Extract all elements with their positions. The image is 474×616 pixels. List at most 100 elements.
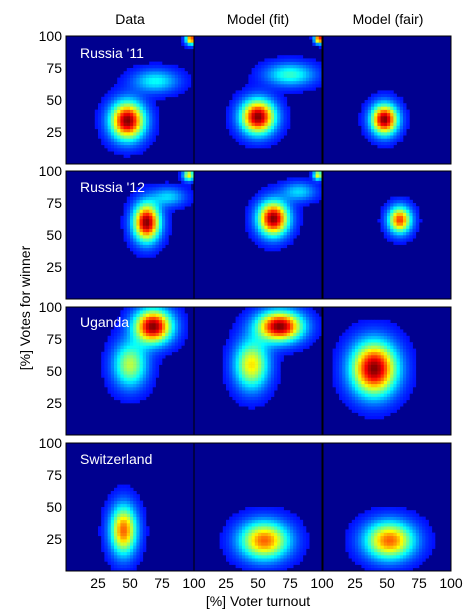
- heatmap-cell: [123, 80, 128, 85]
- heatmap-cell: [139, 342, 144, 346]
- heatmap-cell: [306, 68, 310, 72]
- heatmap-cell: [403, 342, 407, 346]
- heatmap-cell: [126, 393, 131, 397]
- heatmap-cell: [155, 358, 160, 362]
- heatmap-cell: [107, 497, 112, 501]
- heatmap-cell: [393, 228, 397, 233]
- heatmap-cell: [342, 339, 346, 343]
- heatmap-cell: [393, 393, 397, 397]
- heatmap-cell: [235, 323, 240, 327]
- heatmap-cell: [130, 523, 134, 527]
- heatmap-cell: [280, 235, 284, 239]
- heatmap-cell: [142, 203, 147, 207]
- heatmap-cell: [277, 183, 281, 188]
- heatmap-cell: [274, 125, 278, 130]
- heatmap-cell: [232, 526, 236, 530]
- heatmap-cell: [139, 532, 144, 537]
- heatmap-cell: [114, 351, 118, 356]
- heatmap-cell: [293, 313, 297, 317]
- heatmap-cell: [126, 561, 131, 565]
- heatmap-cell: [387, 100, 391, 104]
- heatmap-cell: [267, 532, 272, 537]
- heatmap-cell: [270, 238, 275, 242]
- heatmap-cell: [393, 403, 397, 407]
- heatmap-cell: [274, 532, 278, 537]
- heatmap-cell: [133, 494, 137, 498]
- heatmap-cell: [133, 64, 137, 69]
- heatmap-cell: [142, 323, 147, 327]
- heatmap-cell: [117, 364, 121, 369]
- heatmap-cell: [130, 74, 134, 78]
- heatmap-cell: [158, 316, 163, 321]
- heatmap-cell: [261, 71, 265, 75]
- heatmap-cell: [293, 183, 297, 188]
- heatmap-cell: [168, 196, 172, 201]
- heatmap-cell: [261, 87, 265, 91]
- heatmap-cell: [101, 510, 105, 514]
- heatmap-cell: [351, 380, 356, 385]
- heatmap-cell: [274, 74, 278, 78]
- heatmap-cell: [245, 109, 249, 114]
- heatmap-cell: [126, 244, 131, 249]
- heatmap-cell: [403, 228, 407, 233]
- heatmap-cell: [412, 209, 417, 213]
- heatmap-cell: [226, 358, 230, 362]
- heatmap-cell: [306, 539, 310, 543]
- heatmap-cell: [238, 339, 243, 343]
- heatmap-cell: [242, 355, 246, 359]
- heatmap-cell: [377, 219, 381, 223]
- heatmap-cell: [130, 497, 134, 501]
- heatmap-cell: [406, 390, 410, 394]
- heatmap-cell: [162, 183, 166, 188]
- heatmap-cell: [387, 406, 391, 410]
- heatmap-cell: [355, 387, 359, 391]
- heatmap-cell: [120, 316, 124, 321]
- heatmap-cell: [380, 374, 385, 378]
- heatmap-cell: [101, 106, 105, 110]
- heatmap-cell: [261, 206, 265, 210]
- heatmap-cell: [136, 103, 140, 107]
- heatmap-cell: [299, 535, 304, 540]
- heatmap-cell: [130, 374, 134, 378]
- heatmap-cell: [339, 396, 343, 401]
- heatmap-cell: [171, 310, 176, 314]
- heatmap-cell: [98, 532, 102, 537]
- heatmap-cell: [107, 371, 112, 375]
- heatmap-cell: [238, 103, 243, 107]
- heatmap-cell: [171, 193, 176, 197]
- heatmap-cell: [254, 383, 259, 388]
- heatmap-cell: [107, 542, 112, 546]
- heatmap-cell: [123, 380, 128, 385]
- heatmap-cell: [251, 406, 256, 410]
- heatmap-cell: [104, 532, 108, 537]
- heatmap-cell: [120, 313, 124, 317]
- heatmap-cell: [158, 358, 163, 362]
- heatmap-cell: [242, 551, 246, 556]
- heatmap-cell: [377, 141, 381, 146]
- heatmap-cell: [293, 177, 297, 181]
- heatmap-cell: [406, 225, 410, 229]
- heatmap-cell: [377, 326, 381, 330]
- heatmap-cell: [139, 367, 144, 372]
- heatmap-cell: [242, 335, 246, 340]
- heatmap-cell: [142, 148, 147, 152]
- heatmap-panel-russia-12-model-fit: [193, 170, 323, 300]
- heatmap-cell: [248, 93, 252, 98]
- heatmap-cell: [251, 526, 256, 530]
- heatmap-cell: [261, 187, 265, 191]
- heatmap-cell: [136, 558, 140, 562]
- heatmap-cell: [155, 187, 160, 191]
- heatmap-cell: [130, 319, 134, 324]
- heatmap-cell: [302, 335, 307, 340]
- heatmap-cell: [245, 380, 249, 385]
- heatmap-cell: [110, 491, 115, 495]
- heatmap-cell: [390, 390, 394, 394]
- heatmap-cell: [168, 222, 172, 226]
- heatmap-cell: [296, 329, 300, 333]
- heatmap-cell: [181, 329, 185, 333]
- heatmap-cell: [242, 548, 246, 553]
- heatmap-cell: [383, 332, 388, 337]
- heatmap-cell: [258, 112, 262, 117]
- heatmap-cell: [238, 345, 243, 349]
- heatmap-cell: [114, 380, 118, 385]
